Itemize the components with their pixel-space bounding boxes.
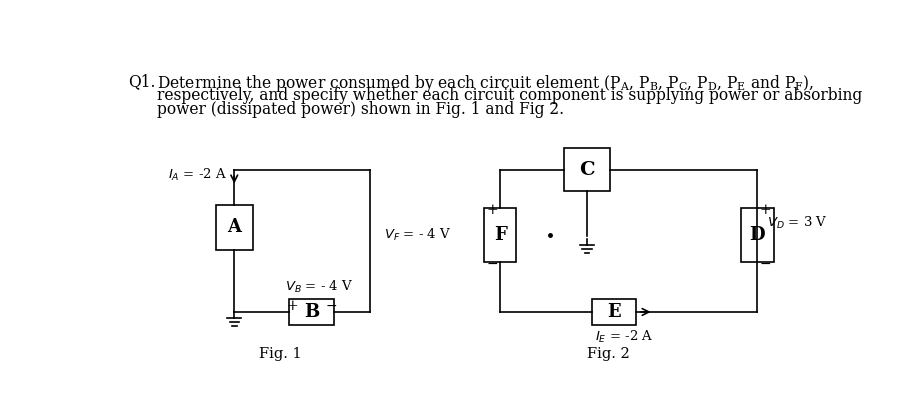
Text: B: B <box>304 303 320 321</box>
Text: respectively, and specify whether each circuit component is supplying power or a: respectively, and specify whether each c… <box>157 87 862 104</box>
Bar <box>563 148 610 191</box>
Bar <box>741 208 773 262</box>
Text: Fig. 2: Fig. 2 <box>587 347 630 361</box>
Text: D: D <box>750 226 765 244</box>
Text: −: − <box>487 257 498 271</box>
Bar <box>484 208 517 262</box>
Text: $I_E$ = -2 A: $I_E$ = -2 A <box>595 329 654 345</box>
Text: Determine the power consumed by each circuit element ($\mathregular{P_A}$, $\mat: Determine the power consumed by each cir… <box>157 73 814 94</box>
Text: C: C <box>579 161 594 178</box>
Text: power (dissipated power) shown in Fig. 1 and Fig 2.: power (dissipated power) shown in Fig. 1… <box>157 101 564 118</box>
Text: +: + <box>760 203 771 217</box>
Bar <box>215 205 253 250</box>
Text: −: − <box>325 299 337 313</box>
Text: Q1.: Q1. <box>128 73 155 90</box>
Text: $I_A$ = -2 A: $I_A$ = -2 A <box>168 167 227 183</box>
Text: F: F <box>494 226 507 244</box>
Text: −: − <box>760 257 771 271</box>
Bar <box>289 299 334 325</box>
Text: Fig. 1: Fig. 1 <box>259 347 302 361</box>
Text: +: + <box>287 299 299 313</box>
Text: +: + <box>487 203 498 217</box>
Text: $V_B$ = - 4 V: $V_B$ = - 4 V <box>285 279 353 296</box>
Text: $V_F$ = - 4 V: $V_F$ = - 4 V <box>383 227 451 243</box>
Text: E: E <box>607 303 621 321</box>
Text: $V_D$ = 3 V: $V_D$ = 3 V <box>768 215 828 232</box>
Bar <box>592 299 636 325</box>
Text: A: A <box>227 218 241 236</box>
